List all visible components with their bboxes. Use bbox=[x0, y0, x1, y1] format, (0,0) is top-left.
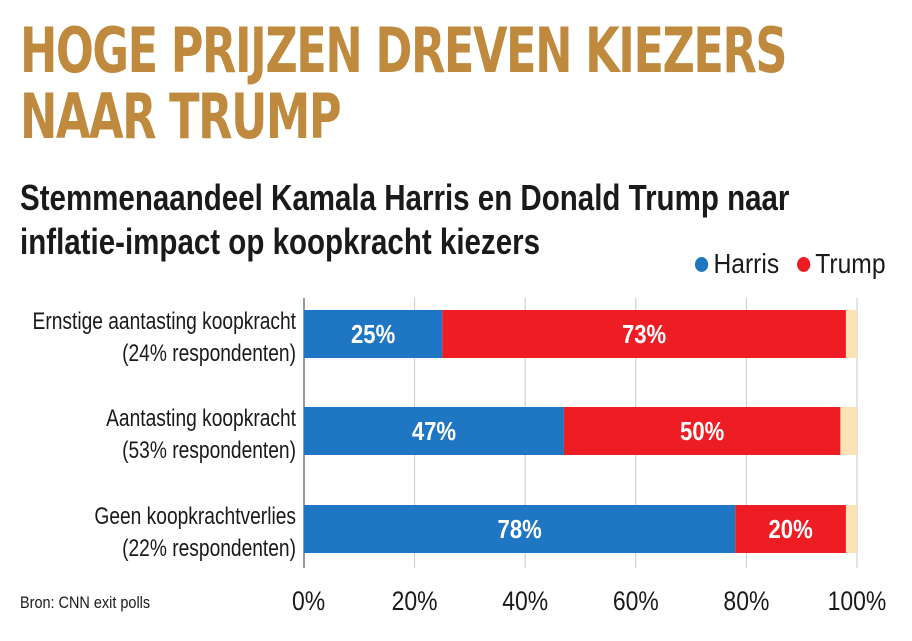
data-label-harris: 25% bbox=[351, 320, 395, 349]
x-tick-label: 0% bbox=[292, 586, 325, 616]
title-line-1: HOGE PRIJZEN DREVEN KIEZERS bbox=[20, 14, 788, 87]
chart-title: HOGE PRIJZEN DREVEN KIEZERS NAAR TRUMP bbox=[20, 18, 788, 153]
legend-label-trump: Trump bbox=[815, 248, 886, 279]
category-sublabel: (53% respondenten) bbox=[122, 436, 296, 464]
x-tick-label: 100% bbox=[828, 586, 887, 616]
data-label-trump: 50% bbox=[680, 417, 724, 446]
x-tick-label: 80% bbox=[723, 586, 769, 616]
legend-swatch-harris bbox=[695, 256, 709, 272]
bar-harris bbox=[304, 407, 564, 455]
bar-harris bbox=[304, 310, 443, 358]
bar-harris bbox=[304, 505, 736, 553]
source-note: Bron: CNN exit polls bbox=[20, 593, 151, 612]
data-label-trump: 73% bbox=[622, 320, 666, 349]
title-line-2: NAAR TRUMP bbox=[20, 80, 342, 153]
subtitle-line-2: inflatie-impact op koopkracht kiezers bbox=[20, 221, 541, 262]
chart-legend: Harris Trump bbox=[678, 248, 886, 280]
bar-other bbox=[840, 407, 857, 455]
legend-label-harris: Harris bbox=[713, 248, 780, 279]
bar-trump bbox=[735, 505, 846, 553]
bar-other bbox=[845, 505, 857, 553]
legend-swatch-trump bbox=[797, 256, 811, 272]
bar-other bbox=[845, 310, 857, 358]
legend-item-harris: Harris bbox=[695, 248, 780, 280]
category-sublabel: (22% respondenten) bbox=[122, 534, 296, 562]
category-label: Geen koopkrachtverlies bbox=[94, 502, 296, 530]
x-tick-label: 60% bbox=[613, 586, 659, 616]
legend-item-trump: Trump bbox=[797, 248, 886, 280]
x-tick-label: 20% bbox=[392, 586, 438, 616]
data-label-harris: 78% bbox=[498, 515, 542, 544]
data-label-trump: 20% bbox=[769, 515, 813, 544]
bar-trump bbox=[563, 407, 841, 455]
bar-trump bbox=[442, 310, 846, 358]
category-label: Ernstige aantasting koopkracht bbox=[33, 307, 296, 335]
chart-subtitle: Stemmenaandeel Kamala Harris en Donald T… bbox=[20, 176, 789, 264]
category-sublabel: (24% respondenten) bbox=[122, 339, 296, 367]
x-tick-label: 40% bbox=[502, 586, 548, 616]
category-label: Aantasting koopkracht bbox=[106, 404, 296, 432]
data-label-harris: 47% bbox=[412, 417, 456, 446]
subtitle-line-1: Stemmenaandeel Kamala Harris en Donald T… bbox=[20, 177, 790, 218]
